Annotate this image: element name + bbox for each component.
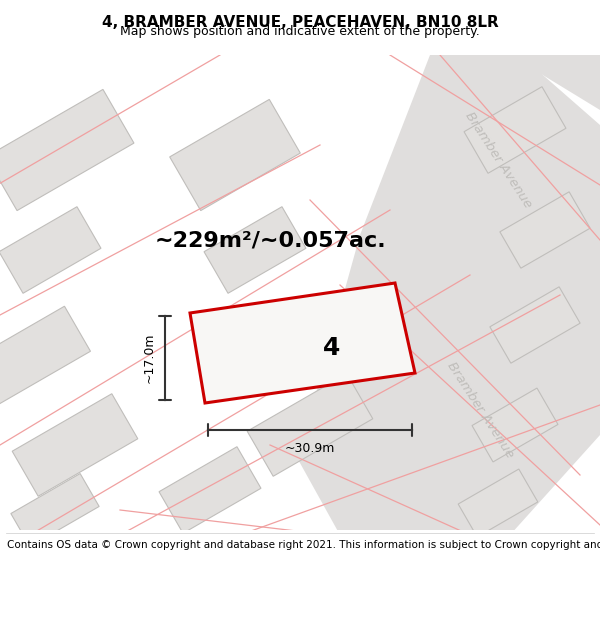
Polygon shape	[490, 287, 580, 363]
Polygon shape	[464, 87, 566, 173]
Text: 4, BRAMBER AVENUE, PEACEHAVEN, BN10 8LR: 4, BRAMBER AVENUE, PEACEHAVEN, BN10 8LR	[101, 16, 499, 31]
Polygon shape	[415, 55, 600, 110]
Polygon shape	[12, 394, 138, 496]
Polygon shape	[500, 192, 590, 268]
Polygon shape	[290, 445, 480, 535]
Text: Bramber Avenue: Bramber Avenue	[444, 359, 516, 461]
Text: 4: 4	[323, 336, 340, 360]
Text: ~30.9m: ~30.9m	[285, 441, 335, 454]
Polygon shape	[204, 207, 306, 293]
Polygon shape	[472, 388, 558, 462]
Polygon shape	[190, 283, 415, 403]
Text: Bramber Avenue: Bramber Avenue	[462, 109, 534, 211]
Polygon shape	[458, 469, 538, 537]
Polygon shape	[247, 374, 373, 476]
Text: Contains OS data © Crown copyright and database right 2021. This information is : Contains OS data © Crown copyright and d…	[7, 539, 600, 549]
Text: ~229m²/~0.057ac.: ~229m²/~0.057ac.	[154, 230, 386, 250]
Polygon shape	[0, 207, 101, 293]
Text: ~17.0m: ~17.0m	[143, 332, 155, 383]
Text: Map shows position and indicative extent of the property.: Map shows position and indicative extent…	[120, 26, 480, 39]
Polygon shape	[310, 55, 600, 535]
Polygon shape	[159, 447, 261, 533]
Polygon shape	[0, 306, 91, 404]
Polygon shape	[11, 474, 99, 546]
Polygon shape	[170, 99, 300, 211]
Polygon shape	[0, 89, 134, 211]
